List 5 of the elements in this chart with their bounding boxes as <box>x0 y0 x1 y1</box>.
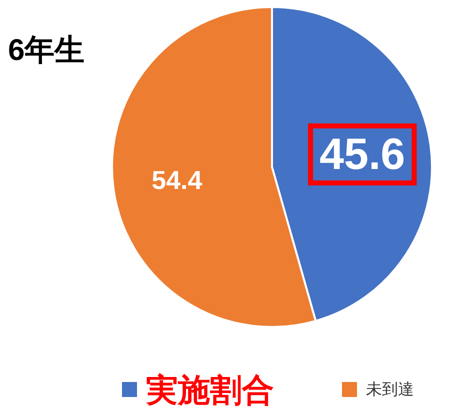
text: 6年生 <box>8 34 85 67</box>
legend-label: 実施割合 <box>145 372 274 408</box>
legend-label: 未到達 <box>366 380 414 398</box>
data-label: 54.4 <box>152 165 203 196</box>
data-label: 45.6 <box>320 130 406 179</box>
